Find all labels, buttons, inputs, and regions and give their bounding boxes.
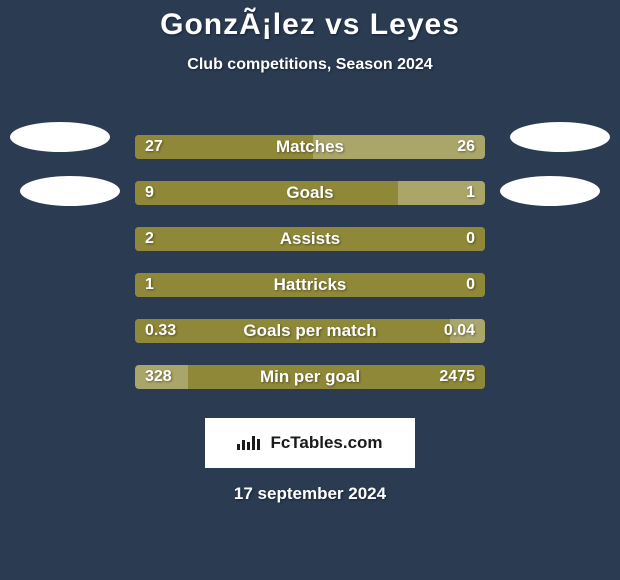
stat-value-right: 0 <box>466 230 475 248</box>
page-title: GonzÃ¡lez vs Leyes <box>0 8 620 42</box>
logo-text: FcTables.com <box>270 433 382 453</box>
stat-label: Hattricks <box>135 275 485 295</box>
subtitle: Club competitions, Season 2024 <box>0 56 620 74</box>
stat-bar: 2Assists0 <box>135 227 485 251</box>
stats-area: 27Matches269Goals12Assists01Hattricks00.… <box>0 124 620 400</box>
stat-value-right: 0 <box>466 276 475 294</box>
chart-icon <box>237 436 260 450</box>
logo-box[interactable]: FcTables.com <box>205 418 415 468</box>
main-container: GonzÃ¡lez vs Leyes Club competitions, Se… <box>0 0 620 504</box>
stat-label: Assists <box>135 229 485 249</box>
stat-bar: 1Hattricks0 <box>135 273 485 297</box>
footer-date: 17 september 2024 <box>0 484 620 504</box>
stat-bar: 27Matches26 <box>135 135 485 159</box>
stat-label: Min per goal <box>135 367 485 387</box>
stat-label: Matches <box>135 137 485 157</box>
stat-bar: 328Min per goal2475 <box>135 365 485 389</box>
stat-row: 0.33Goals per match0.04 <box>0 308 620 354</box>
stat-row: 328Min per goal2475 <box>0 354 620 400</box>
stat-value-right: 26 <box>457 138 475 156</box>
stat-label: Goals <box>135 183 485 203</box>
stat-label: Goals per match <box>135 321 485 341</box>
stat-value-right: 2475 <box>439 368 475 386</box>
stat-row: 27Matches26 <box>0 124 620 170</box>
stat-bar: 0.33Goals per match0.04 <box>135 319 485 343</box>
stat-bar: 9Goals1 <box>135 181 485 205</box>
stat-value-right: 0.04 <box>444 322 475 340</box>
stat-value-right: 1 <box>466 184 475 202</box>
stat-row: 9Goals1 <box>0 170 620 216</box>
stat-row: 2Assists0 <box>0 216 620 262</box>
stat-row: 1Hattricks0 <box>0 262 620 308</box>
